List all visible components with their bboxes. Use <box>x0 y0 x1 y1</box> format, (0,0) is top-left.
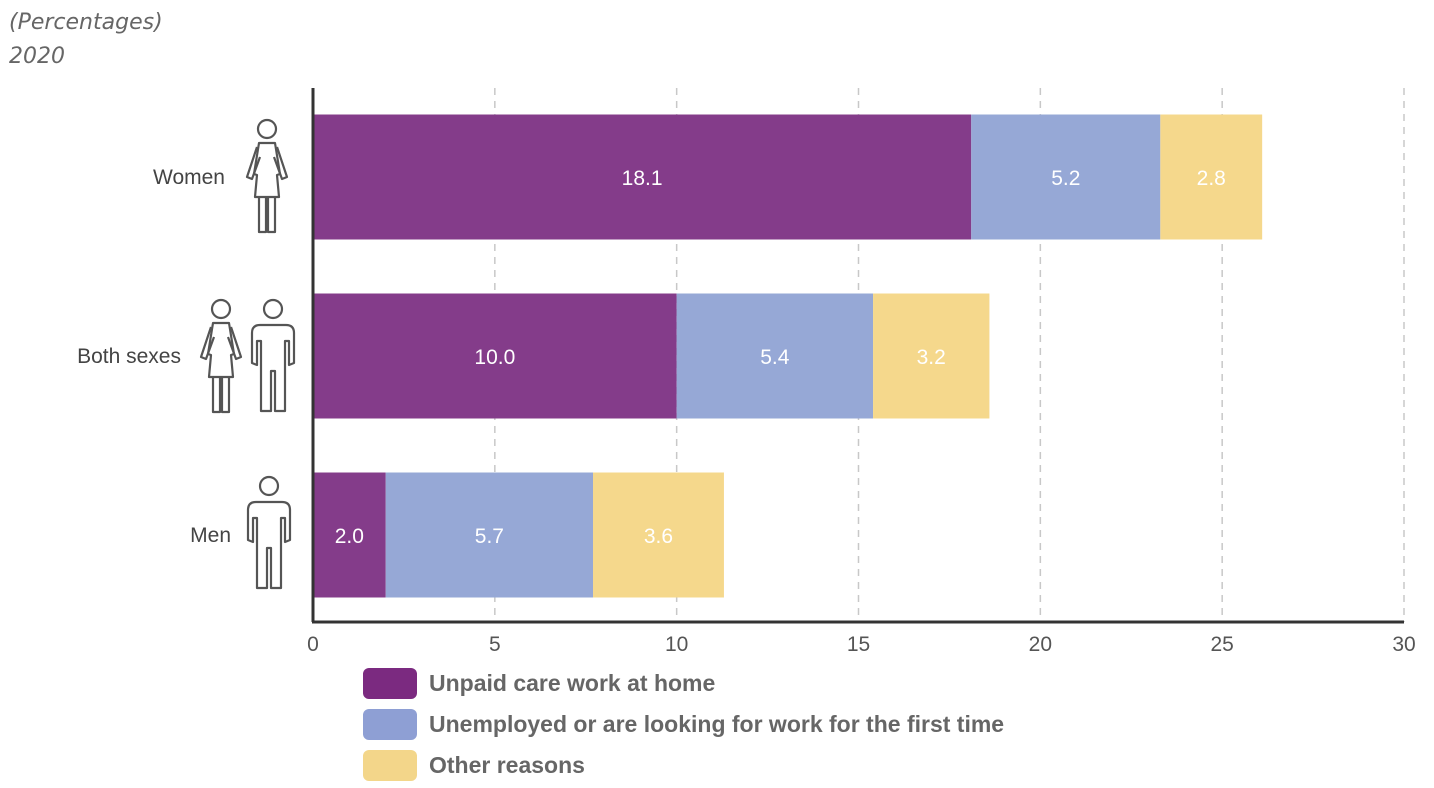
legend-label-unpaid-care: Unpaid care work at home <box>429 670 716 696</box>
x-tick-label-25: 25 <box>1210 633 1233 656</box>
female-figure-icon <box>245 118 289 234</box>
female-figure-icon <box>199 298 243 414</box>
chart-year: 2020 <box>9 44 65 69</box>
legend-swatch-other-reasons <box>363 750 417 781</box>
bar-both-sexes-other-reasons <box>873 293 990 419</box>
bar-segments: 18.1 5.2 2.8 10.0 5.4 3.2 2.0 5.7 3.6 <box>313 114 1263 598</box>
legend-label-other-reasons: Other reasons <box>429 752 585 778</box>
category-label-women: Women <box>153 166 225 189</box>
data-label-men-unpaid-care-work-at-home: 2.0 <box>335 525 364 548</box>
legend-item-unemployed: Unemployed or are looking for work for t… <box>363 704 1004 745</box>
data-label-both-sexes-unpaid-care-work-at-home: 10.0 <box>474 346 515 369</box>
axes: 0 5 10 15 20 25 30 <box>307 88 1416 656</box>
stacked-bar-chart: 18.1 5.2 2.8 10.0 5.4 3.2 2.0 5.7 3.6 0 5 10 15 20 25… <box>77 88 1416 656</box>
data-label-women-unpaid-care-work-at-home: 18.1 <box>622 167 663 190</box>
male-figure-icon <box>246 475 292 590</box>
data-label-both-sexes-other-reasons: 3.2 <box>917 346 946 369</box>
category-label-both-sexes: Both sexes <box>77 345 181 368</box>
category-icons <box>199 118 296 590</box>
x-tick-label-20: 20 <box>1029 633 1052 656</box>
data-label-men-unemployed-or-are-looking-for-work-for-the-first-time: 5.7 <box>475 525 504 548</box>
bar-men-unpaid-care-work-at-home <box>313 472 386 598</box>
x-tick-label-5: 5 <box>489 633 501 656</box>
x-tick-label-10: 10 <box>665 633 688 656</box>
legend-swatch-unemployed <box>363 709 417 740</box>
category-labels: Women Both sexes Men <box>77 166 231 547</box>
bar-men-unemployed-or-are-looking-for-work-for-the-first-time <box>385 472 594 598</box>
data-label-women-other-reasons: 2.8 <box>1197 167 1226 190</box>
bar-women-unpaid-care-work-at-home <box>313 114 972 240</box>
bar-women-unemployed-or-are-looking-for-work-for-the-first-time <box>971 114 1161 240</box>
legend-item-unpaid-care: Unpaid care work at home <box>363 663 1004 704</box>
x-tick-label-0: 0 <box>307 633 319 656</box>
chart-legend: Unpaid care work at home Unemployed or a… <box>363 663 1004 786</box>
bar-men-other-reasons <box>593 472 724 598</box>
x-tick-label-30: 30 <box>1392 633 1415 656</box>
chart-unit-note: (Percentages) <box>9 10 163 35</box>
bar-women-other-reasons <box>1160 114 1263 240</box>
legend-swatch-unpaid-care <box>363 668 417 699</box>
data-label-women-unemployed-or-are-looking-for-work-for-the-first-time: 5.2 <box>1051 167 1080 190</box>
data-label-both-sexes-unemployed-or-are-looking-for-work-for-the-first-time: 5.4 <box>760 346 790 369</box>
x-tick-label-15: 15 <box>847 633 870 656</box>
data-label-men-other-reasons: 3.6 <box>644 525 673 548</box>
bar-both-sexes-unpaid-care-work-at-home <box>313 293 677 419</box>
legend-label-unemployed: Unemployed or are looking for work for t… <box>429 711 1005 737</box>
category-label-men: Men <box>190 524 231 547</box>
bar-both-sexes-unemployed-or-are-looking-for-work-for-the-first-time <box>676 293 874 419</box>
legend-item-other-reasons: Other reasons <box>363 745 1004 786</box>
male-figure-icon <box>250 298 296 413</box>
